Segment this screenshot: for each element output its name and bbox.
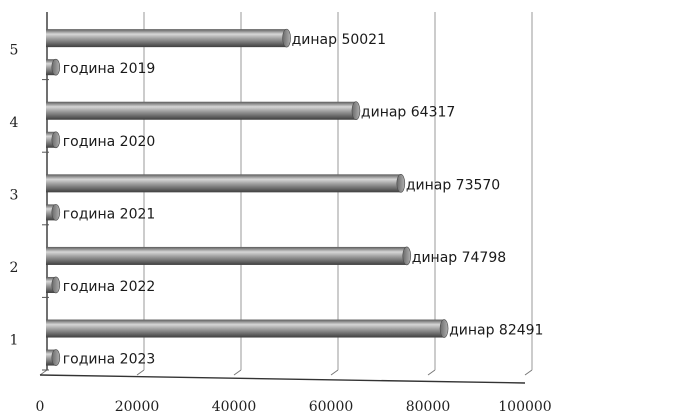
bars xyxy=(46,28,449,366)
bar-dinar-2 xyxy=(46,246,412,266)
bar-godina-3-cap xyxy=(51,204,61,221)
bar-godina-3-body xyxy=(46,204,56,221)
data-label-dinar: динар 50021 xyxy=(292,32,386,48)
bar-godina-1-body xyxy=(46,349,56,366)
bar-godina-5-cap xyxy=(51,58,61,76)
bar-dinar-2-body xyxy=(46,246,407,265)
bar-godina-4 xyxy=(46,131,61,149)
data-label-godina: година 2021 xyxy=(63,206,156,222)
x-axis-line xyxy=(39,374,526,384)
data-label-godina: година 2022 xyxy=(63,279,156,295)
bar-godina-5 xyxy=(46,58,61,76)
bar-godina-4-cap xyxy=(51,131,61,149)
bar-dinar-3-body xyxy=(46,174,401,193)
x-tick-label: 0 xyxy=(36,399,45,413)
bar-dinar-1-cap xyxy=(439,319,449,338)
bar-dinar-5-cap xyxy=(282,28,291,48)
data-label-godina: година 2023 xyxy=(63,352,156,368)
bar-dinar-4 xyxy=(46,101,361,121)
data-label-godina: година 2020 xyxy=(63,134,156,150)
bar-dinar-1 xyxy=(46,319,449,338)
axes: 0 20000 40000 60000 80000 100000 1 2 3 4 5 xyxy=(10,12,552,413)
floor-tick xyxy=(136,369,145,376)
data-labels: динар 82491 година 2023 динар 74798 година … xyxy=(63,32,544,367)
bar-godina-1 xyxy=(46,349,61,366)
bar-godina-2-body xyxy=(46,276,56,293)
x-tick-label: 100000 xyxy=(498,399,551,413)
bar-godina-5-body xyxy=(46,59,56,76)
bar-dinar-4-body xyxy=(46,101,356,120)
floor-tick xyxy=(330,369,339,376)
bar-dinar-3 xyxy=(46,174,406,193)
bar-dinar-2-cap xyxy=(402,246,412,266)
floor-tick xyxy=(39,369,48,376)
bar-dinar-5-body xyxy=(46,29,287,48)
x-tick-label: 80000 xyxy=(406,399,451,413)
y-tick-label: 3 xyxy=(10,188,19,204)
y-tick-label: 2 xyxy=(10,260,19,276)
data-label-dinar: динар 74798 xyxy=(412,250,506,266)
bar-godina-3 xyxy=(46,204,61,221)
data-label-dinar: динар 64317 xyxy=(361,105,455,121)
floor-tick xyxy=(427,369,436,376)
x-tick-label: 20000 xyxy=(115,399,160,413)
data-label-godina: година 2019 xyxy=(63,61,156,77)
bar-godina-4-body xyxy=(46,131,56,148)
y-tick-label: 1 xyxy=(10,333,19,349)
bar-dinar-3-cap xyxy=(396,174,406,193)
floor-tick xyxy=(233,369,242,376)
y-tick-label: 5 xyxy=(10,42,19,58)
bar-godina-1-cap xyxy=(51,349,61,366)
data-label-dinar: динар 82491 xyxy=(449,323,543,339)
floor-tick xyxy=(524,369,533,376)
y-tick-label: 4 xyxy=(10,115,19,131)
data-label-dinar: динар 73570 xyxy=(406,177,500,193)
bar-dinar-5 xyxy=(46,28,291,48)
bar-dinar-4-cap xyxy=(351,101,361,121)
bar-dinar-1-body xyxy=(46,319,445,338)
x-tick-label: 60000 xyxy=(309,399,354,413)
bar-godina-2-cap xyxy=(51,276,61,294)
x-tick-label: 40000 xyxy=(212,399,257,413)
bar-godina-2 xyxy=(46,276,61,294)
